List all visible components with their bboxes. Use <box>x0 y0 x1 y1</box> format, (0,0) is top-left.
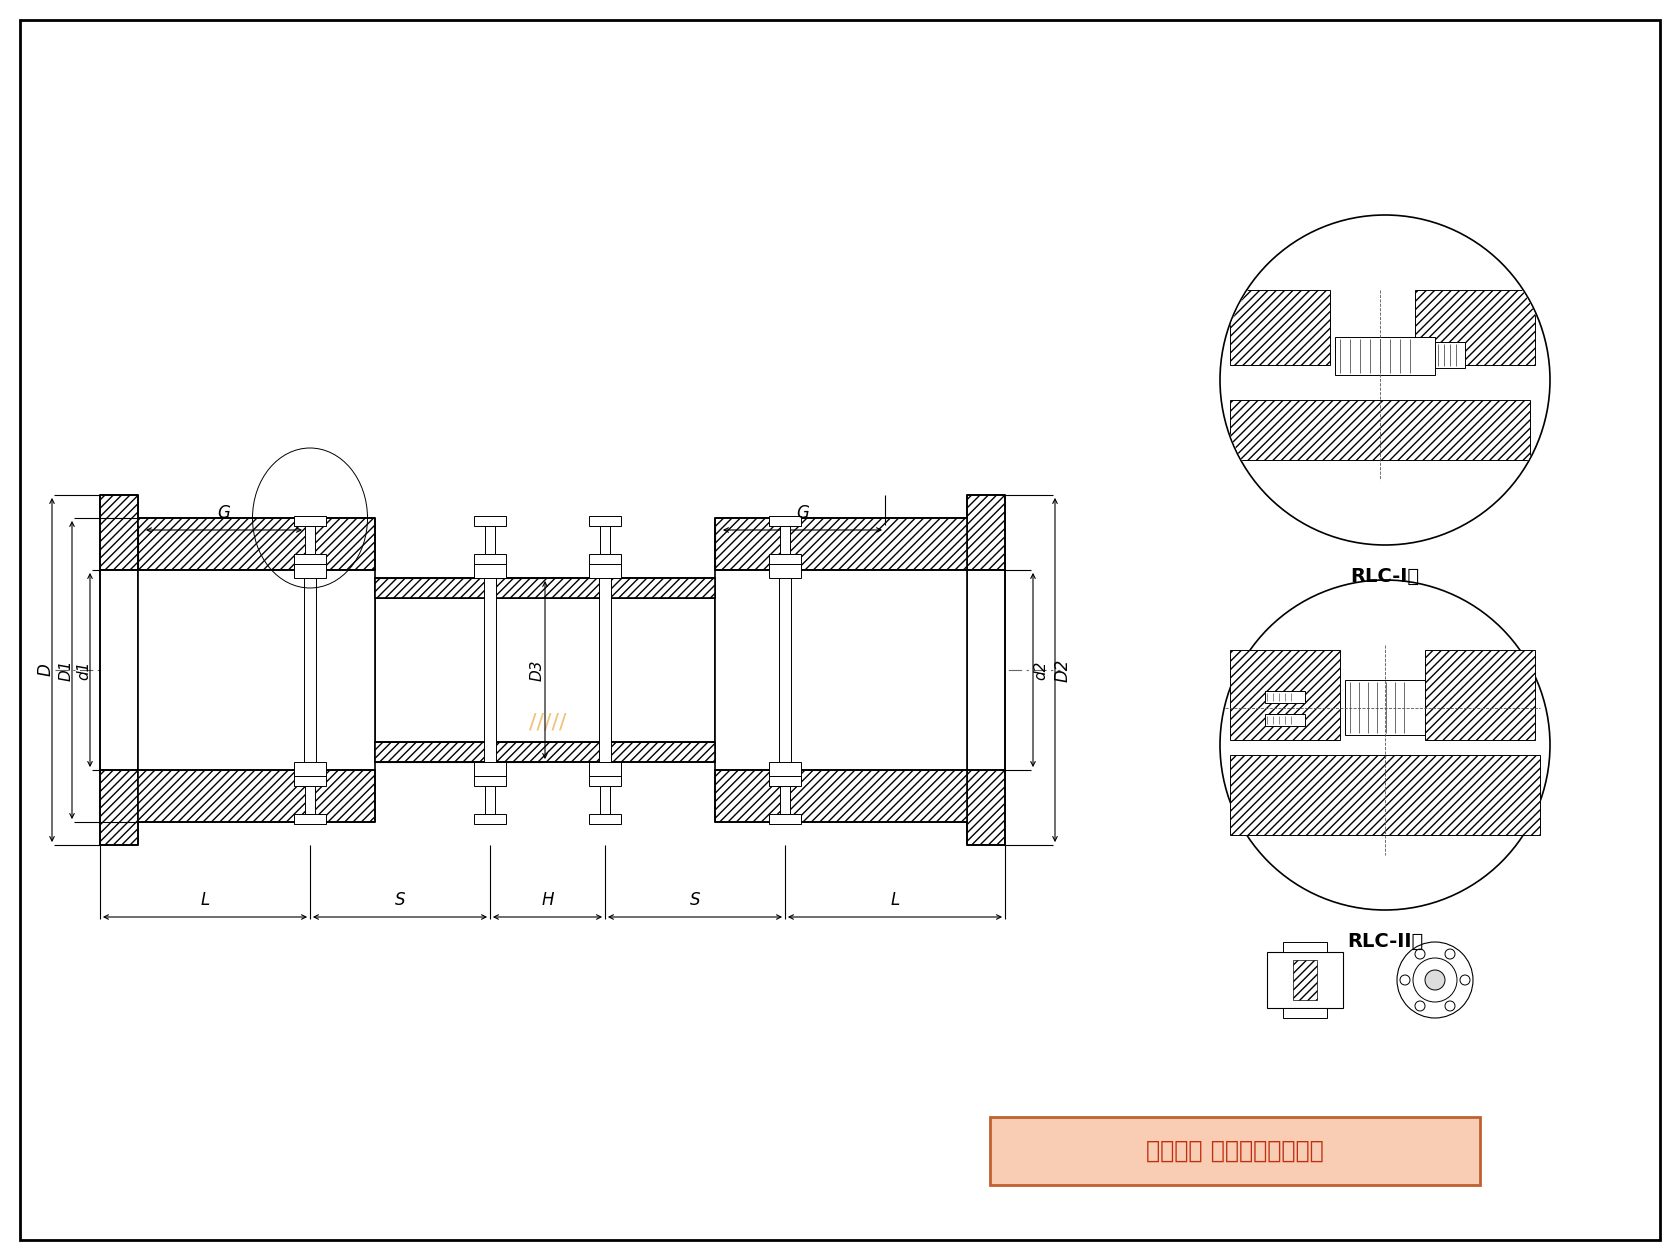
Bar <box>484 576 496 764</box>
Text: S: S <box>690 891 701 908</box>
Text: G: G <box>218 504 230 522</box>
Bar <box>590 776 622 786</box>
Bar <box>486 786 496 814</box>
Text: 版权所有 侵权必被严厉追究: 版权所有 侵权必被严厉追究 <box>1146 1139 1324 1163</box>
Bar <box>600 576 612 764</box>
Bar <box>716 770 968 822</box>
Bar <box>968 495 1005 570</box>
Circle shape <box>1399 975 1410 985</box>
Text: RLC-I型: RLC-I型 <box>1351 567 1420 586</box>
Circle shape <box>1220 580 1551 910</box>
Bar <box>1267 953 1342 1008</box>
Bar <box>1230 290 1331 365</box>
Bar <box>1265 714 1305 726</box>
Bar <box>375 598 716 742</box>
Bar <box>1230 650 1341 740</box>
Text: RLC-II型: RLC-II型 <box>1347 932 1423 951</box>
Bar <box>600 786 610 814</box>
Bar <box>294 554 326 564</box>
Bar <box>101 770 138 845</box>
Text: G: G <box>796 504 810 522</box>
Bar <box>1294 960 1317 1000</box>
Text: Rokee: Rokee <box>375 636 714 733</box>
Bar <box>780 786 790 814</box>
Text: D: D <box>37 664 55 677</box>
Text: D3: D3 <box>529 659 544 680</box>
Bar <box>1230 755 1541 835</box>
Text: S: S <box>395 891 405 908</box>
Bar <box>1415 290 1536 365</box>
Text: L: L <box>200 891 210 908</box>
Bar <box>138 770 375 822</box>
Bar <box>1230 399 1530 460</box>
Bar <box>306 525 316 554</box>
Bar <box>968 770 1005 845</box>
Text: D1: D1 <box>59 659 74 680</box>
Bar <box>474 554 506 564</box>
Circle shape <box>1460 975 1470 985</box>
Bar <box>600 525 610 554</box>
Bar <box>1425 650 1536 740</box>
Bar <box>769 776 801 786</box>
Bar <box>590 814 622 824</box>
Bar <box>474 517 506 525</box>
Circle shape <box>1425 970 1445 990</box>
Bar <box>1265 690 1305 703</box>
Bar <box>769 814 801 824</box>
Bar <box>294 564 326 578</box>
Bar <box>716 570 968 770</box>
Text: ®: ® <box>739 736 769 765</box>
Bar <box>1336 336 1435 375</box>
Bar <box>474 776 506 786</box>
Bar <box>716 518 968 570</box>
Bar <box>990 1118 1480 1184</box>
Bar <box>375 578 716 598</box>
Bar <box>590 564 622 578</box>
Bar <box>294 776 326 786</box>
Circle shape <box>1415 1000 1425 1011</box>
Bar <box>968 570 1005 770</box>
Bar <box>474 814 506 824</box>
Text: D2: D2 <box>1053 658 1072 682</box>
Bar <box>780 576 791 764</box>
Bar <box>138 518 375 570</box>
Bar <box>375 742 716 762</box>
Bar <box>101 570 138 770</box>
Bar <box>474 762 506 776</box>
Bar <box>769 564 801 578</box>
Text: d1: d1 <box>77 660 91 679</box>
Bar <box>1435 341 1465 368</box>
Text: /////: ///// <box>529 712 566 732</box>
Bar <box>769 517 801 525</box>
Bar <box>1284 1008 1327 1018</box>
Bar <box>590 762 622 776</box>
Text: L: L <box>890 891 899 908</box>
Bar <box>474 564 506 578</box>
Bar <box>780 525 790 554</box>
Bar <box>294 814 326 824</box>
Bar <box>769 762 801 776</box>
Bar <box>101 495 138 570</box>
Bar <box>769 554 801 564</box>
Circle shape <box>1445 1000 1455 1011</box>
Circle shape <box>1445 949 1455 959</box>
Text: d2: d2 <box>1033 660 1048 679</box>
Bar <box>590 517 622 525</box>
Bar <box>306 786 316 814</box>
Bar <box>1284 942 1327 953</box>
Bar <box>294 517 326 525</box>
Bar <box>304 576 316 764</box>
Circle shape <box>1415 949 1425 959</box>
Circle shape <box>1220 215 1551 546</box>
Bar <box>138 570 375 770</box>
Bar <box>1346 680 1425 735</box>
Bar <box>590 554 622 564</box>
Text: H: H <box>541 891 554 908</box>
Bar <box>486 525 496 554</box>
Bar <box>294 762 326 776</box>
